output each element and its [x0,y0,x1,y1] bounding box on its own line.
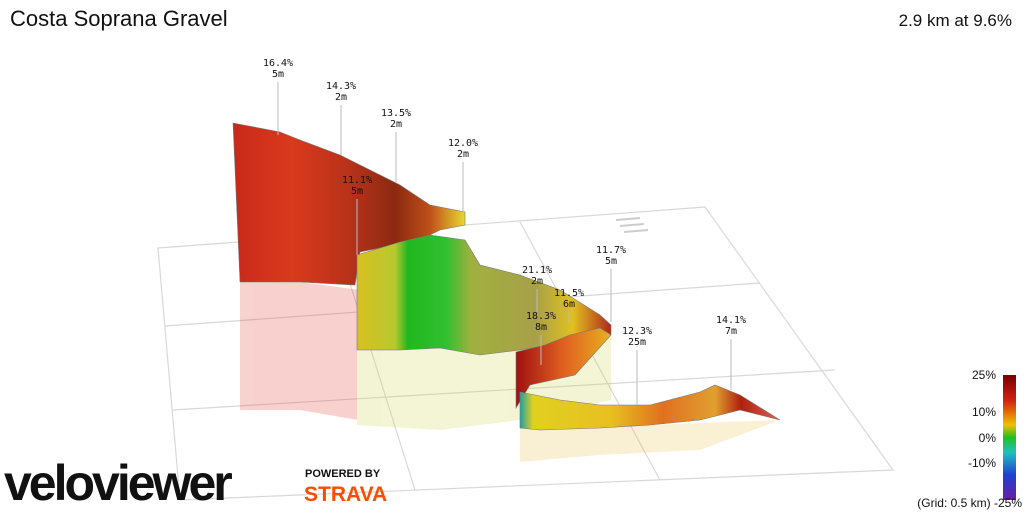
annotation-grade: 18.3% [526,311,556,322]
annotation-grade: 16.4% [263,58,293,69]
annotation-length: 5m [272,69,284,80]
north-arrow [615,217,649,233]
annotation-length: 2m [390,119,402,130]
reflection [240,282,780,462]
grid-note: (Grid: 0.5 km) -25% [917,496,1022,510]
annotation-grade: 14.1% [716,315,746,326]
annotation-length: 2m [457,149,469,160]
scale-label: 25% [972,368,996,382]
scale-label: 10% [972,405,996,419]
annotation-length: 2m [335,92,347,103]
annotation-length: 2m [531,276,543,287]
annotation-grade: 12.0% [448,138,478,149]
summary: 2.9 km at 9.6% [899,11,1012,30]
annotation-length: 25m [628,337,646,348]
annotation-grade: 13.5% [381,108,411,119]
scale-label: 0% [979,431,997,445]
profile-ribbon [232,122,466,286]
annotation-grade: 11.1% [342,175,372,186]
profile-ribbon [519,384,781,431]
annotation-length: 7m [725,326,737,337]
annotation-length: 5m [605,256,617,267]
title: Costa Soprana Gravel [10,6,228,31]
annotation-grade: 12.3% [622,326,652,337]
annotation-grade: 11.7% [596,245,626,256]
annotation-length: 5m [351,186,363,197]
annotation-length: 6m [563,299,575,310]
profile-ribbon [356,234,612,356]
color-scale [1003,375,1016,500]
powered-by: POWERED BY [305,468,381,480]
annotation-grade: 14.3% [326,81,356,92]
annotation-length: 8m [535,322,547,333]
strava: STRAVA [304,483,387,506]
scale-label: -10% [968,456,996,470]
annotation-grade: 11.5% [554,288,584,299]
logo: veloviewer [4,455,232,511]
annotation-grade: 21.1% [522,265,552,276]
